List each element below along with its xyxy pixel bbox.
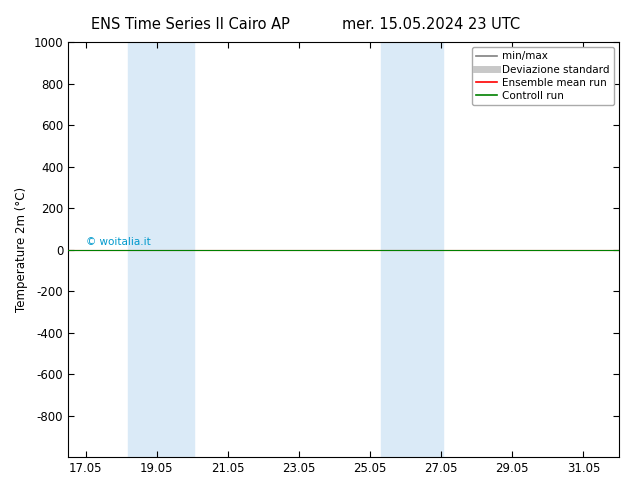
Text: ENS Time Series Il Cairo AP: ENS Time Series Il Cairo AP: [91, 17, 290, 32]
Text: mer. 15.05.2024 23 UTC: mer. 15.05.2024 23 UTC: [342, 17, 520, 32]
Text: © woitalia.it: © woitalia.it: [86, 237, 150, 247]
Y-axis label: Temperature 2m (°C): Temperature 2m (°C): [15, 187, 28, 312]
Bar: [381, 42, 443, 457]
Legend: min/max, Deviazione standard, Ensemble mean run, Controll run: min/max, Deviazione standard, Ensemble m…: [472, 47, 614, 105]
Bar: [129, 42, 194, 457]
